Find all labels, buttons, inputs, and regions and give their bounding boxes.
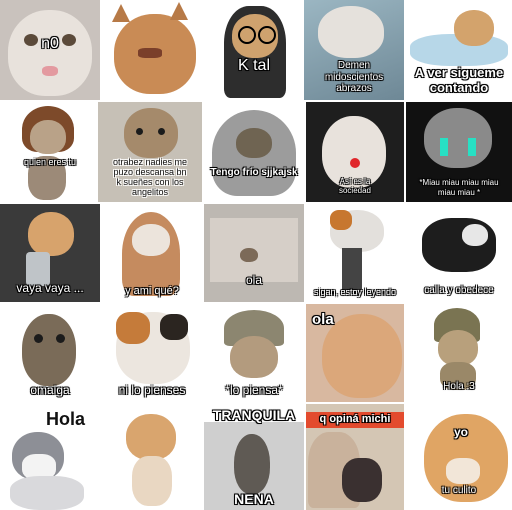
- cat-face-icon: [22, 314, 76, 386]
- sticker-caption: vaya vaya ...: [16, 281, 84, 295]
- sticker-tile[interactable]: *lo piensa*: [204, 304, 304, 402]
- cat-face-icon: [28, 212, 74, 256]
- sticker-tile[interactable]: *Miau miau miau miau miau miau *: [406, 102, 512, 202]
- sticker-caption: sigan, estoy leyendo: [313, 287, 397, 297]
- sticker-caption: calla y obedece: [424, 285, 494, 296]
- cat-face-icon: [438, 330, 478, 366]
- sticker-tile[interactable]: ni lo pienses: [102, 304, 202, 402]
- sticker-tile[interactable]: yo tu culito: [406, 404, 512, 510]
- sticker-tile[interactable]: Hola :3: [406, 304, 512, 402]
- sticker-caption: K tal: [237, 57, 270, 74]
- sticker-caption: otrabez nadies me puzo descansa bn k sue…: [112, 157, 188, 197]
- sticker-tile[interactable]: K tal: [206, 0, 302, 100]
- sticker-tile[interactable]: q opiná michi: [306, 404, 404, 510]
- sticker-tile[interactable]: calla y obedece: [406, 204, 512, 302]
- sticker-caption: n0: [41, 35, 59, 52]
- sticker-caption: yo: [454, 425, 469, 439]
- cat-face-icon: [424, 108, 492, 168]
- sticker-tile[interactable]: omaiga: [0, 304, 100, 402]
- cat-face-icon: [322, 314, 402, 398]
- sticker-caption: ola: [245, 273, 262, 287]
- sticker-caption: y ami qué?: [125, 285, 179, 297]
- cat-face-icon: [318, 6, 384, 58]
- sticker-tile[interactable]: A ver sigueme contando: [406, 0, 512, 100]
- sticker-tile[interactable]: quien eres tu: [0, 102, 100, 202]
- sticker-tile[interactable]: otrabez nadies me puzo descansa bn k sue…: [98, 102, 202, 202]
- sticker-tile[interactable]: ola: [306, 304, 404, 402]
- cat-face-icon: [234, 434, 270, 494]
- sticker-tile[interactable]: [102, 0, 202, 100]
- sticker-caption: Hola :3: [443, 381, 475, 392]
- sticker-tile[interactable]: TRANQUILA NENA: [204, 404, 304, 510]
- cat-face-icon: [8, 10, 92, 96]
- cat-face-icon: [322, 116, 386, 188]
- sticker-caption-bottom: tu culito: [441, 485, 477, 496]
- sticker-tile[interactable]: Tengo frío sjjkajsk: [204, 102, 304, 202]
- sticker-tile[interactable]: Demen midoscientos abrazos: [304, 0, 404, 100]
- sticker-caption: TRANQUILA: [212, 407, 296, 423]
- cat-face-icon: [230, 336, 278, 378]
- sticker-caption: *Miau miau miau miau miau miau *: [419, 178, 499, 197]
- cat-face-icon: [126, 414, 176, 460]
- sticker-caption: ola: [312, 311, 334, 328]
- cat-face-icon: [132, 224, 170, 256]
- sticker-caption: Hola: [46, 409, 86, 429]
- sticker-caption: Demen midoscientos abrazos: [324, 60, 384, 94]
- sticker-caption: *lo piensa*: [225, 383, 283, 397]
- cat-face-icon: [240, 248, 258, 262]
- sticker-caption: ni lo pienses: [118, 383, 186, 397]
- sticker-caption: q opiná michi: [319, 413, 391, 425]
- cat-face-icon: [236, 128, 272, 158]
- sticker-caption: quien eres tu: [23, 157, 77, 167]
- sticker-tile[interactable]: y ami qué?: [102, 204, 202, 302]
- sticker-tile[interactable]: n0: [0, 0, 100, 100]
- sticker-caption-bottom: NENA: [234, 491, 274, 507]
- sticker-tile[interactable]: Hola: [0, 404, 100, 510]
- sticker-caption: A ver sigueme contando: [414, 65, 504, 95]
- cat-face-icon: [124, 108, 178, 158]
- sticker-tile[interactable]: vaya vaya ...: [0, 204, 100, 302]
- sticker-tile[interactable]: sigan, estoy leyendo: [306, 204, 404, 302]
- cat-face-icon: [462, 224, 488, 246]
- sticker-tile[interactable]: Así es la sociedad: [306, 102, 404, 202]
- sticker-tile[interactable]: ola: [204, 204, 304, 302]
- cat-face-icon: [454, 10, 494, 46]
- sticker-tile[interactable]: [102, 404, 202, 510]
- sticker-caption: omaiga: [30, 383, 70, 397]
- sticker-caption: Tengo frío sjjkajsk: [210, 167, 298, 178]
- sticker-caption: Así es la sociedad: [338, 177, 372, 195]
- cat-face-icon: [30, 120, 66, 154]
